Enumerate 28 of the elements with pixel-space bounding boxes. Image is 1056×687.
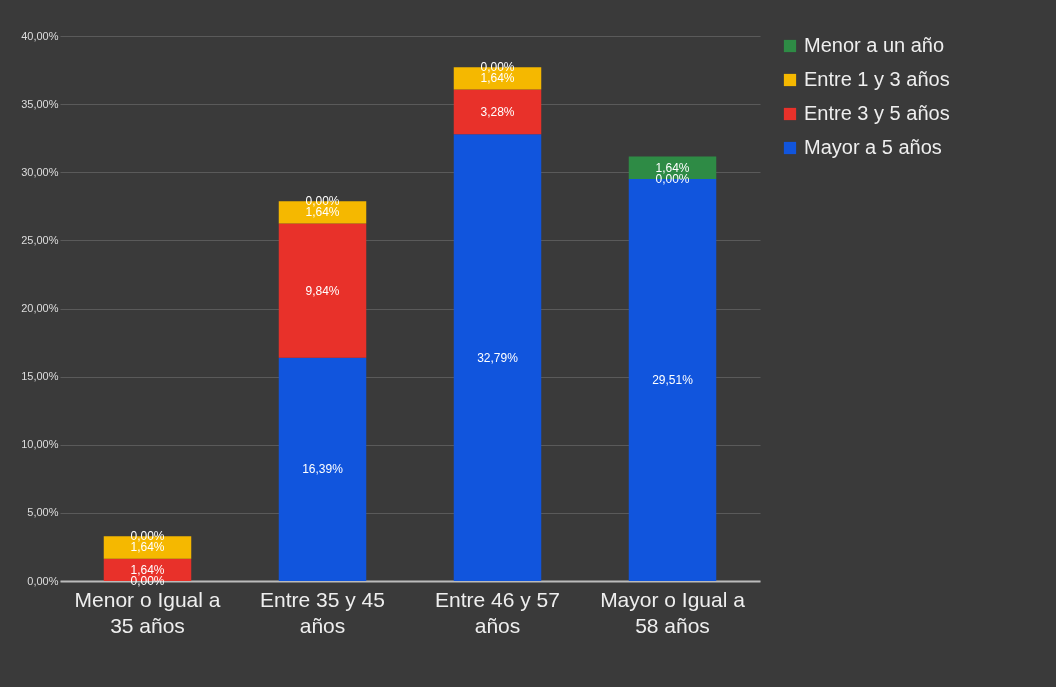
y-tick-label: 5,00% [27,506,59,519]
data-label: 3,28% [480,104,515,119]
y-tick-label: 15,00% [21,370,59,383]
y-tick-label: 40,00% [21,29,59,42]
y-tick-label: 35,00% [21,97,59,110]
y-tick-label: 25,00% [21,233,59,246]
y-tick-label: 10,00% [21,438,59,451]
legend-label: Mayor a 5 años [804,136,942,158]
legend-label: Entre 3 y 5 años [804,102,950,124]
x-tick-label: Entre 46 y 57 años [435,587,560,637]
x-tick-label: Menor o Igual a 35 años [74,587,221,637]
bar [278,223,367,358]
bar [278,357,367,581]
data-label: 1,64% [655,160,690,175]
y-tick-label: 20,00% [21,302,59,314]
legend-label: Entre 1 y 3 años [804,68,950,90]
y-tick-label: 0,00% [27,574,59,587]
data-label: 9,84% [305,283,340,298]
data-label: 32,79% [477,350,519,365]
y-tick-label: 30,00% [21,165,59,178]
bar [453,134,542,581]
bar [453,89,542,135]
data-label: 1,64% [130,562,165,577]
legend-label: Menor a un año [804,34,945,56]
x-tick-label: Mayor o Igual a 58 años [600,587,746,637]
data-label: 16,39% [302,462,344,477]
data-label: 29,51% [652,372,694,387]
x-tick-label: Entre 35 y 45 años [260,587,385,637]
